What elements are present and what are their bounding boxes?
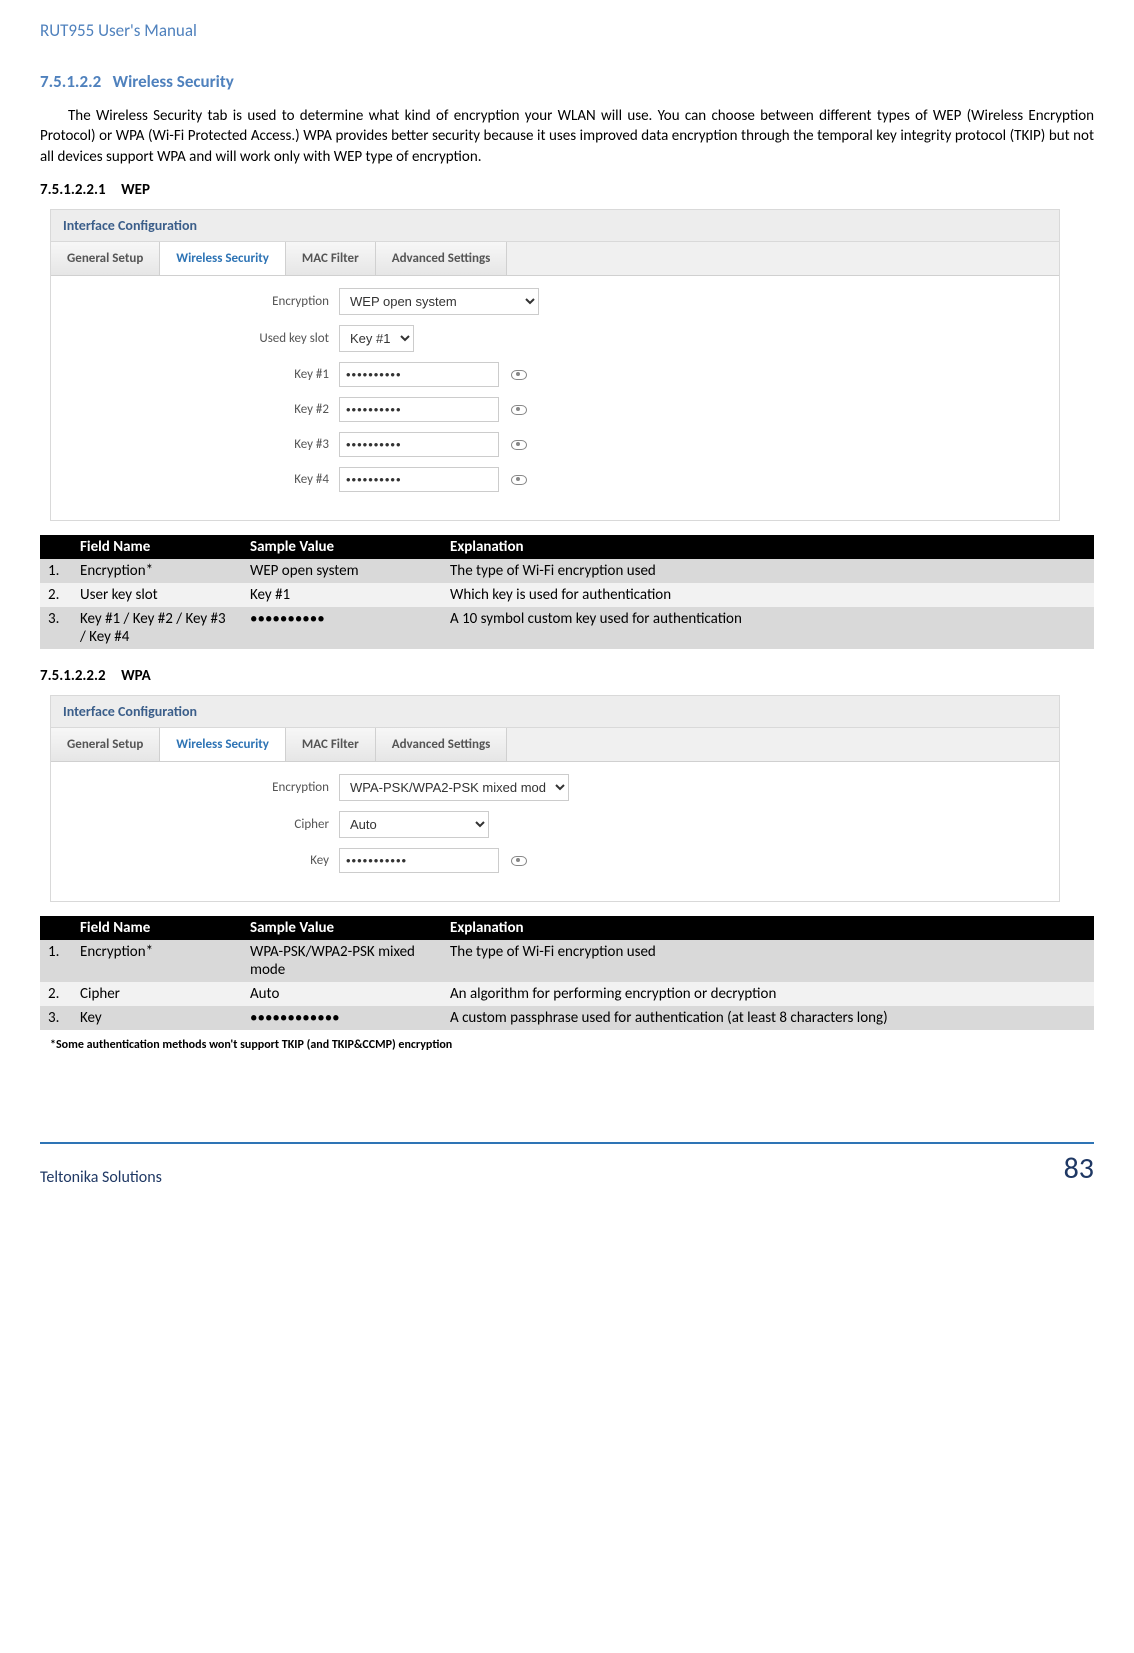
label-encryption: Encryption (69, 780, 339, 795)
wpa-tabs: General Setup Wireless Security MAC Filt… (51, 728, 1059, 762)
table-row: 1. Encryption* WEP open system The type … (40, 559, 1094, 583)
cell-num: 1. (40, 559, 72, 583)
eye-icon[interactable] (511, 472, 527, 486)
wep-form: Encryption WEP open system Used key slot… (51, 276, 1059, 520)
th-explanation: Explanation (442, 535, 1094, 559)
section-title: Wireless Security (113, 71, 234, 92)
input-key1[interactable] (339, 362, 499, 387)
tab-mac-filter[interactable]: MAC Filter (286, 728, 376, 761)
cell-sample: WPA-PSK/WPA2-PSK mixed mode (242, 940, 442, 982)
cell-expl: A 10 symbol custom key used for authenti… (442, 607, 1094, 649)
cell-field: Encryption* (72, 940, 242, 982)
table-row: 1. Encryption* WPA-PSK/WPA2-PSK mixed mo… (40, 940, 1094, 982)
tab-wireless-security[interactable]: Wireless Security (160, 728, 286, 761)
tab-mac-filter[interactable]: MAC Filter (286, 242, 376, 275)
footer: Teltonika Solutions 83 (40, 1142, 1094, 1187)
tab-advanced-settings[interactable]: Advanced Settings (376, 728, 508, 761)
wpa-panel-title: Interface Configuration (51, 696, 1059, 728)
label-encryption: Encryption (69, 294, 339, 309)
tab-general-setup[interactable]: General Setup (51, 242, 160, 275)
wep-heading-label: WEP (121, 181, 150, 199)
th-field-name: Field Name (72, 535, 242, 559)
cell-expl: The type of Wi-Fi encryption used (442, 559, 1094, 583)
tab-general-setup[interactable]: General Setup (51, 728, 160, 761)
label-cipher: Cipher (69, 817, 339, 832)
cell-expl: A custom passphrase used for authenticat… (442, 1006, 1094, 1030)
cell-sample: Key #1 (242, 583, 442, 607)
cell-sample: WEP open system (242, 559, 442, 583)
wpa-form: Encryption WPA-PSK/WPA2-PSK mixed mode C… (51, 762, 1059, 901)
select-encryption[interactable]: WPA-PSK/WPA2-PSK mixed mode (339, 774, 569, 801)
footer-company: Teltonika Solutions (40, 1168, 162, 1187)
doc-header: RUT955 User's Manual (40, 20, 1094, 41)
cell-num: 2. (40, 583, 72, 607)
cell-num: 3. (40, 607, 72, 649)
wpa-heading: 7.5.1.2.2.2 WPA (40, 667, 1094, 685)
cell-field: Key (72, 1006, 242, 1030)
select-used-key-slot[interactable]: Key #1 (339, 325, 414, 352)
cell-field: Key #1 / Key #2 / Key #3 / Key #4 (72, 607, 242, 649)
wep-panel-title: Interface Configuration (51, 210, 1059, 242)
wep-heading: 7.5.1.2.2.1 WEP (40, 181, 1094, 199)
label-key1: Key #1 (69, 367, 339, 382)
cell-num: 1. (40, 940, 72, 982)
section-paragraph: The Wireless Security tab is used to det… (40, 106, 1094, 167)
th-explanation: Explanation (442, 916, 1094, 940)
cell-sample: •••••••••••• (242, 1006, 442, 1030)
th-field-name: Field Name (72, 916, 242, 940)
label-key2: Key #2 (69, 402, 339, 417)
footnote: *Some authentication methods won't suppo… (50, 1038, 1094, 1052)
select-cipher[interactable]: Auto (339, 811, 489, 838)
table-row: 3. Key #1 / Key #2 / Key #3 / Key #4 •••… (40, 607, 1094, 649)
wep-tabs: General Setup Wireless Security MAC Filt… (51, 242, 1059, 276)
section-heading: 7.5.1.2.2 Wireless Security (40, 71, 1094, 92)
wpa-heading-num: 7.5.1.2.2.2 (40, 667, 106, 685)
input-key4[interactable] (339, 467, 499, 492)
wep-heading-num: 7.5.1.2.2.1 (40, 181, 106, 199)
th-sample-value: Sample Value (242, 535, 442, 559)
cell-num: 2. (40, 982, 72, 1006)
th-sample-value: Sample Value (242, 916, 442, 940)
section-number: 7.5.1.2.2 (40, 71, 101, 92)
cell-field: User key slot (72, 583, 242, 607)
cell-field: Cipher (72, 982, 242, 1006)
tab-wireless-security[interactable]: Wireless Security (160, 242, 286, 275)
label-key3: Key #3 (69, 437, 339, 452)
th-blank (40, 535, 72, 559)
th-blank (40, 916, 72, 940)
select-encryption[interactable]: WEP open system (339, 288, 539, 315)
table-row: 2. User key slot Key #1 Which key is use… (40, 583, 1094, 607)
eye-icon[interactable] (511, 367, 527, 381)
input-key[interactable] (339, 848, 499, 873)
cell-expl: Which key is used for authentication (442, 583, 1094, 607)
label-key4: Key #4 (69, 472, 339, 487)
cell-expl: The type of Wi-Fi encryption used (442, 940, 1094, 982)
cell-sample: Auto (242, 982, 442, 1006)
eye-icon[interactable] (511, 853, 527, 867)
wep-panel: Interface Configuration General Setup Wi… (50, 209, 1060, 521)
footer-page: 83 (1064, 1150, 1094, 1187)
cell-num: 3. (40, 1006, 72, 1030)
cell-expl: An algorithm for performing encryption o… (442, 982, 1094, 1006)
label-used-key-slot: Used key slot (69, 331, 339, 346)
label-key: Key (69, 853, 339, 868)
eye-icon[interactable] (511, 437, 527, 451)
cell-field: Encryption* (72, 559, 242, 583)
table-row: 3. Key •••••••••••• A custom passphrase … (40, 1006, 1094, 1030)
input-key3[interactable] (339, 432, 499, 457)
tab-advanced-settings[interactable]: Advanced Settings (376, 242, 508, 275)
table-row: 2. Cipher Auto An algorithm for performi… (40, 982, 1094, 1006)
wpa-heading-label: WPA (121, 667, 151, 685)
cell-sample: •••••••••• (242, 607, 442, 649)
input-key2[interactable] (339, 397, 499, 422)
wpa-panel: Interface Configuration General Setup Wi… (50, 695, 1060, 902)
wep-table: Field Name Sample Value Explanation 1. E… (40, 535, 1094, 649)
wpa-table: Field Name Sample Value Explanation 1. E… (40, 916, 1094, 1030)
eye-icon[interactable] (511, 402, 527, 416)
